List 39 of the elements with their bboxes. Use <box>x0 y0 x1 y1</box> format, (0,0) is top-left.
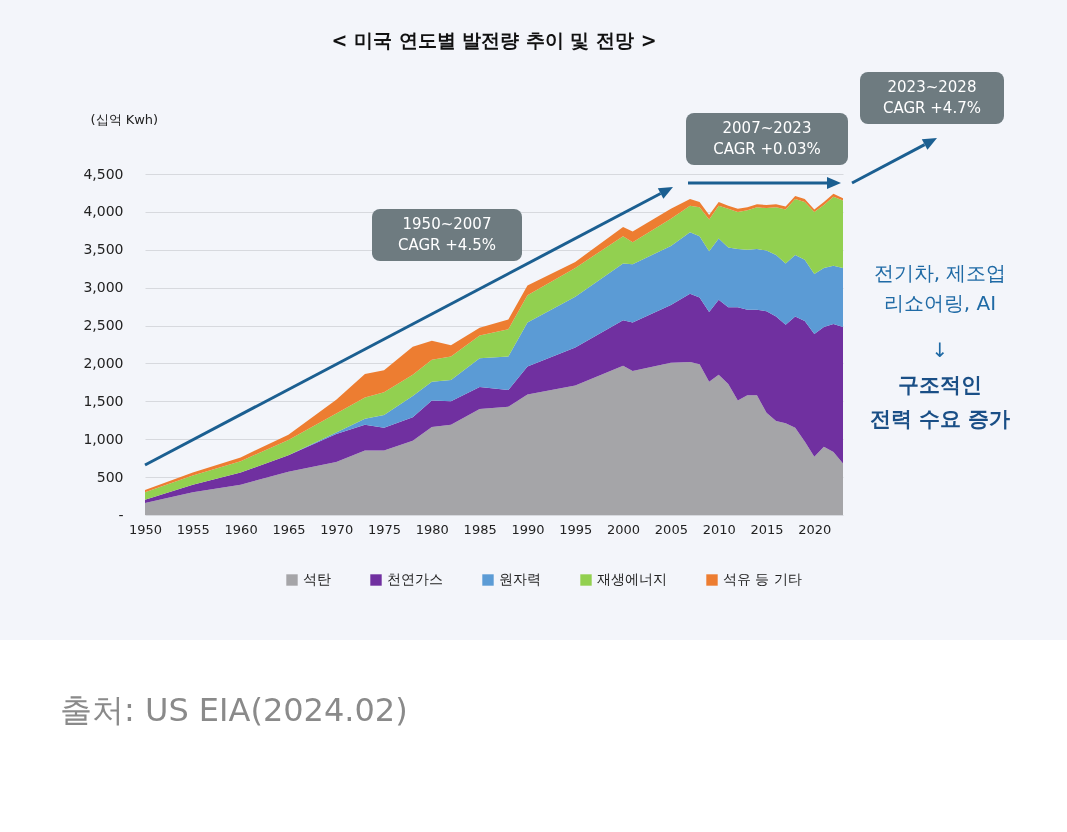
y-tick-label: 2,000 <box>83 354 124 371</box>
x-tick-label: 2020 <box>798 521 832 537</box>
callout-box: 1950~2007 CAGR +4.5% <box>372 209 522 261</box>
legend-label: 재생에너지 <box>597 571 667 587</box>
x-tick-label: 2015 <box>750 521 784 537</box>
x-tick-label: 1980 <box>415 521 449 537</box>
x-tick-label: 1960 <box>224 521 258 537</box>
text: 전기차, 제조업 리쇼어링, AI <box>872 260 1008 317</box>
x-tick-label: 2010 <box>702 521 736 537</box>
y-tick-label: 3,000 <box>83 279 124 296</box>
x-tick-label: 1990 <box>511 521 545 537</box>
legend-label: 원자력 <box>499 571 541 587</box>
y-tick-label: 4,500 <box>83 165 124 182</box>
x-tick-label: 1975 <box>367 521 402 537</box>
callout-box: 2007~2023 CAGR +0.03% <box>686 113 848 165</box>
text: 구조적인 전력 수요 증가 <box>868 372 1012 433</box>
y-tick-label: - <box>118 506 124 523</box>
chart-title: < 미국 연도별 발전량 추이 및 전망 > <box>331 29 657 51</box>
x-tick-label: 1965 <box>272 521 306 537</box>
legend-label: 천연가스 <box>387 571 443 587</box>
source-note: 출처: US EIA(2024.02) <box>60 690 409 731</box>
legend-label: 석유 등 기타 <box>723 571 802 587</box>
y-tick-label: 1,500 <box>83 392 124 409</box>
y-tick-label: 4,000 <box>83 203 124 220</box>
y-tick-label: 500 <box>96 468 124 485</box>
x-tick-label: 1970 <box>320 521 354 537</box>
x-tick-label: 1950 <box>128 521 163 537</box>
x-tick-label: 2005 <box>654 521 688 537</box>
x-tick-label: 1955 <box>176 521 210 537</box>
x-tick-label: 2000 <box>607 521 641 537</box>
callout-box: 2023~2028 CAGR +4.7% <box>860 72 1004 124</box>
y-tick-label: 1,000 <box>83 430 124 447</box>
x-tick-label: 1985 <box>463 521 497 537</box>
y-tick-label: 2,500 <box>83 317 124 334</box>
y-tick-label: 3,500 <box>83 241 124 258</box>
legend-label: 석탄 <box>303 571 331 587</box>
text: ↓ <box>930 337 950 364</box>
y-axis-title: (십억 Kwh) <box>90 111 159 127</box>
x-tick-label: 1995 <box>559 521 593 537</box>
